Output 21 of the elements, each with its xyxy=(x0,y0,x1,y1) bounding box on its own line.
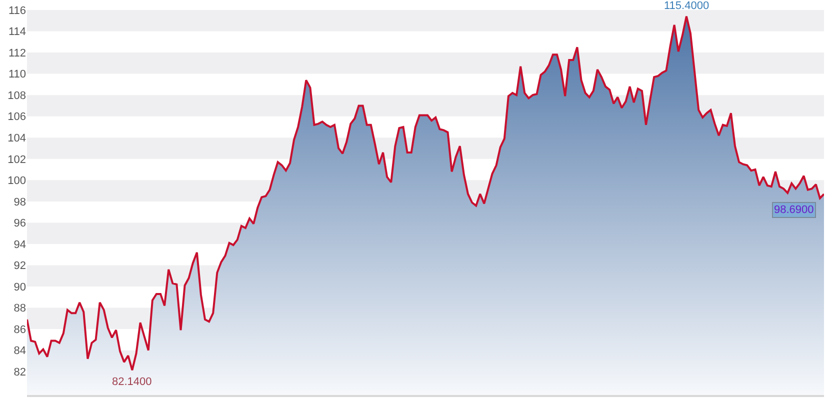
y-tick-label: 94 xyxy=(14,238,26,251)
y-tick-label: 90 xyxy=(14,281,26,294)
y-tick-label: 84 xyxy=(14,345,26,358)
y-tick-label: 100 xyxy=(8,175,26,188)
y-tick-label: 112 xyxy=(8,47,26,60)
y-tick-label: 110 xyxy=(8,68,26,81)
y-tick-label: 82 xyxy=(14,366,26,378)
y-tick-label: 92 xyxy=(14,260,26,272)
y-tick-label: 96 xyxy=(14,218,26,230)
annotation: 115.4000 xyxy=(664,0,710,12)
y-tick-label: 104 xyxy=(8,132,26,144)
y-tick-label: 116 xyxy=(8,4,26,17)
y-tick-label: 86 xyxy=(14,324,26,336)
annotation: 82.1400 xyxy=(112,376,152,388)
y-tick-label: 88 xyxy=(14,302,26,315)
y-tick-label: 98 xyxy=(14,196,26,208)
annotation: 98.6900 xyxy=(774,204,814,216)
y-tick-label: 102 xyxy=(8,154,26,166)
y-tick-label: 114 xyxy=(8,26,26,38)
y-tick-label: 108 xyxy=(8,90,26,102)
y-tick-label: 106 xyxy=(8,111,26,124)
